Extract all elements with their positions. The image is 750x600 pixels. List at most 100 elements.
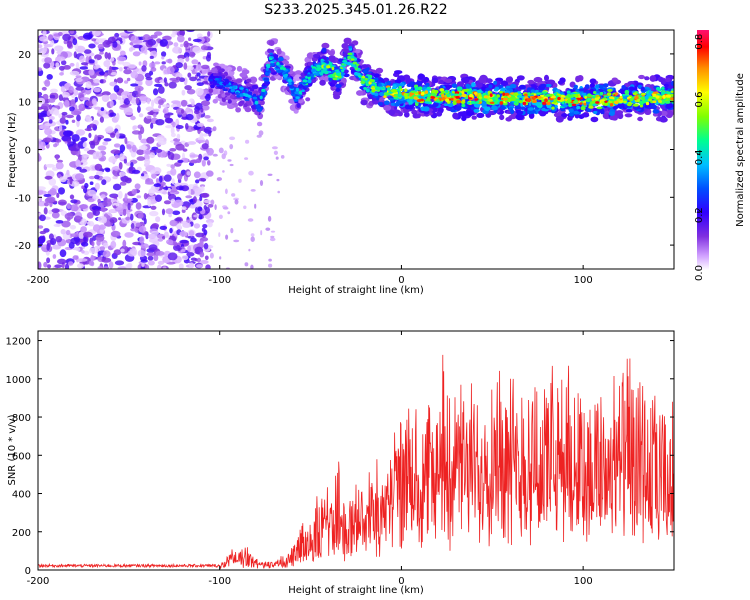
spectrogram-noise-cell bbox=[102, 200, 112, 207]
spectrogram-signal-cell bbox=[336, 72, 341, 77]
spectrogram-noise-cell bbox=[199, 251, 205, 258]
spectrogram-signal-cell bbox=[581, 112, 590, 118]
spectrogram-x-tick-label: 100 bbox=[574, 275, 593, 286]
spectrogram-noise-cell bbox=[145, 78, 153, 87]
spectrogram-noise-cell bbox=[101, 216, 107, 224]
spectrogram-noise-cell bbox=[212, 126, 217, 132]
spectrogram-noise-cell bbox=[38, 140, 44, 148]
spectrogram-noise-cell bbox=[140, 243, 149, 249]
spectrogram-noise-cell bbox=[163, 200, 172, 205]
spectrogram-noise-cell bbox=[189, 154, 199, 158]
spectrogram-noise-cell bbox=[185, 56, 190, 62]
spectrogram-noise-cell bbox=[270, 235, 275, 239]
spectrogram-noise-cell bbox=[92, 156, 98, 160]
spectrogram-signal-cell bbox=[319, 79, 326, 86]
spectrogram-noise-cell bbox=[97, 198, 101, 204]
spectrogram-noise-cell bbox=[76, 114, 81, 122]
spectrogram-signal-cell bbox=[254, 100, 259, 105]
spectrogram-noise-cell bbox=[51, 48, 55, 55]
spectrogram-signal-cell bbox=[335, 83, 342, 89]
spectrogram-noise-cell bbox=[159, 225, 168, 230]
spectrogram-signal-cell bbox=[655, 86, 661, 91]
spectrogram-signal-cell bbox=[462, 99, 466, 102]
spectrogram-noise-cell bbox=[152, 167, 162, 175]
spectrogram-noise-cell bbox=[69, 30, 75, 35]
spectrogram-noise-cell bbox=[61, 111, 68, 116]
spectrogram-signal-cell bbox=[360, 81, 366, 84]
spectrogram-signal-cell bbox=[496, 94, 500, 98]
spectrogram-signal-cell bbox=[629, 97, 634, 102]
spectrogram-noise-cell bbox=[70, 99, 76, 107]
spectrogram-signal-cell bbox=[592, 103, 598, 106]
spectrogram-noise-cell bbox=[171, 178, 175, 185]
spectrogram-noise-cell bbox=[112, 183, 122, 191]
spectrogram-noise-cell bbox=[153, 113, 157, 118]
spectrogram-noise-cell bbox=[82, 141, 88, 148]
spectrogram-noise-cell bbox=[138, 61, 142, 66]
spectrogram-signal-cell bbox=[342, 67, 346, 71]
spectrogram-signal-cell bbox=[512, 97, 517, 100]
spectrogram-noise-cell bbox=[148, 188, 155, 196]
spectrogram-signal-cell bbox=[446, 93, 451, 98]
snr-frame bbox=[37, 330, 675, 571]
spectrogram-noise-cell bbox=[46, 243, 50, 251]
spectrogram-noise-cell bbox=[191, 59, 199, 65]
spectrogram-noise-cell bbox=[50, 238, 57, 246]
spectrogram-noise-cell bbox=[185, 123, 189, 130]
spectrogram-noise-cell bbox=[104, 127, 114, 133]
spectrogram-signal-cell bbox=[644, 96, 650, 100]
spectrogram-noise-cell bbox=[181, 255, 189, 261]
spectrogram-noise-cell bbox=[41, 103, 50, 109]
spectrogram-noise-cell bbox=[52, 254, 57, 259]
spectrogram-noise-cell bbox=[115, 131, 120, 140]
spectrogram-signal-cell bbox=[562, 104, 568, 108]
spectrogram-noise-cell bbox=[147, 199, 152, 207]
spectrogram-signal-cell bbox=[544, 74, 549, 82]
snr-x-label: Height of straight line (km) bbox=[288, 585, 424, 596]
spectrogram-signal-cell bbox=[229, 94, 235, 99]
spectrogram-signal-cell bbox=[222, 88, 228, 92]
spectrogram-signal-cell bbox=[295, 87, 300, 92]
spectrogram-noise-cell bbox=[150, 169, 155, 175]
spectrogram-signal-cell bbox=[641, 97, 645, 100]
spectrogram-y-tick-label: -10 bbox=[15, 193, 31, 204]
spectrogram-noise-cell bbox=[157, 139, 167, 146]
spectrogram-noise-cell bbox=[128, 47, 134, 52]
spectrogram-signal-cell bbox=[259, 100, 265, 106]
spectrogram-signal-cell bbox=[445, 98, 450, 102]
spectrogram-noise-cell bbox=[185, 219, 192, 223]
spectrogram-noise-cell bbox=[147, 111, 155, 116]
spectrogram-signal-cell bbox=[261, 88, 266, 92]
spectrogram-noise-cell bbox=[137, 213, 144, 219]
spectrogram-noise-cell bbox=[275, 156, 279, 160]
spectrogram-signal-cell bbox=[645, 101, 650, 106]
spectrogram-signal-cell bbox=[575, 75, 581, 83]
spectrogram-noise-cell bbox=[133, 39, 143, 44]
spectrogram-noise-cell bbox=[96, 170, 104, 176]
spectrogram-signal-cell bbox=[568, 103, 573, 108]
spectrogram-noise-cell bbox=[68, 86, 74, 93]
spectrogram-signal-cell bbox=[350, 58, 355, 61]
spectrogram-signal-cell bbox=[611, 77, 618, 82]
spectrogram-noise-cell bbox=[189, 160, 199, 164]
spectrogram-signal-cell bbox=[409, 81, 414, 87]
spectrogram-y-tick-label: 20 bbox=[18, 50, 31, 61]
spectrogram-noise-cell bbox=[114, 260, 125, 266]
spectrogram-signal-cell bbox=[348, 45, 353, 49]
spectrogram-signal-cell bbox=[456, 81, 465, 87]
spectrogram-signal-cell bbox=[418, 91, 422, 95]
spectrogram-signal-cell bbox=[634, 96, 639, 100]
spectrogram-noise-cell bbox=[154, 31, 163, 36]
spectrogram-noise-cell bbox=[55, 62, 60, 68]
spectrogram-signal-cell bbox=[393, 93, 399, 97]
spectrogram-noise-cell bbox=[91, 241, 95, 247]
spectrogram-signal-cell bbox=[343, 73, 350, 78]
spectrogram-noise-cell bbox=[190, 237, 197, 243]
spectrogram-noise-cell bbox=[204, 115, 211, 119]
spectrogram-noise-cell bbox=[146, 97, 151, 105]
spectrogram-signal-cell bbox=[632, 92, 638, 96]
spectrogram-noise-cell bbox=[43, 193, 52, 198]
spectrogram-signal-cell bbox=[404, 95, 409, 100]
spectrogram-noise-cell bbox=[238, 178, 242, 183]
spectrogram-noise-cell bbox=[101, 179, 107, 186]
